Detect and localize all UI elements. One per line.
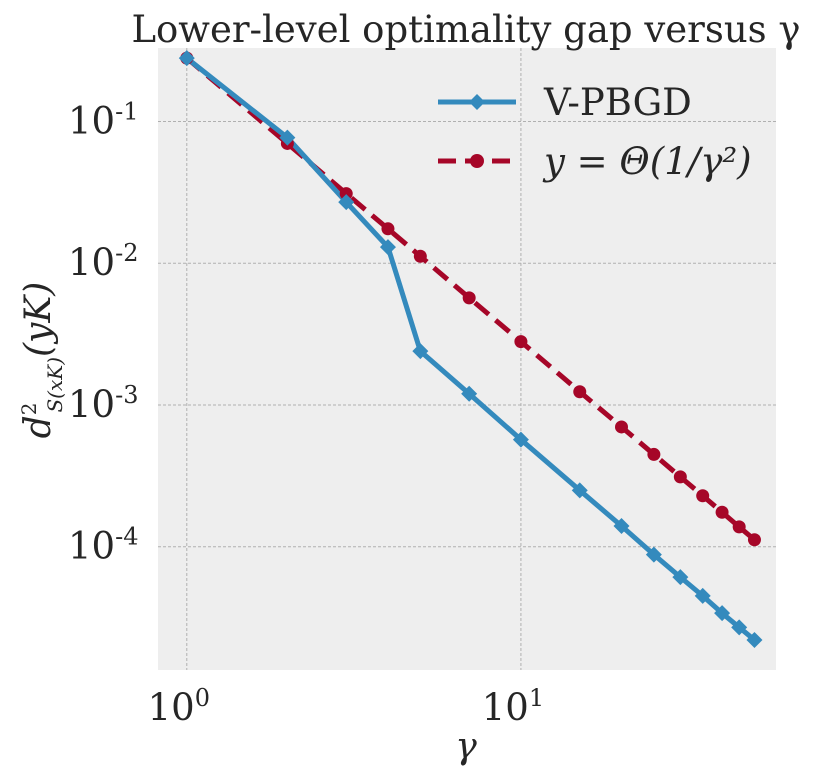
y-tick-label: 10-2: [68, 239, 138, 284]
y-tick-label: 10-1: [68, 97, 138, 142]
data-point-diamond: [694, 587, 711, 604]
data-point-diamond: [178, 50, 195, 67]
data-point-diamond: [571, 482, 588, 499]
data-point-diamond: [731, 619, 748, 636]
y-tick-exp: -1: [115, 97, 138, 125]
y-axis-label: d2 S(xK)(yK): [17, 282, 67, 439]
data-point-diamond: [279, 129, 296, 146]
data-point-circle: [514, 335, 528, 349]
data-point-diamond: [412, 343, 429, 360]
y-tick-exp: -2: [115, 239, 138, 267]
legend-marker-v-pbgd: [469, 94, 485, 110]
y-label-base: d: [18, 415, 59, 438]
legend-label-theta: y = Θ(1/γ²): [542, 140, 752, 183]
legend-label-v-pbgd: V-PBGD: [543, 81, 692, 124]
x-tick-exp: 0: [195, 684, 210, 712]
data-point-circle: [647, 447, 661, 461]
plot-area: [158, 48, 776, 670]
data-point-diamond: [645, 546, 662, 563]
y-tick-label: 10-4: [68, 523, 138, 568]
data-point-circle: [715, 505, 729, 519]
y-label-sub: S(xK): [43, 357, 67, 413]
series-markers: [178, 50, 763, 648]
y-tick-base: 10: [68, 525, 115, 568]
x-tick-base: 10: [148, 686, 195, 729]
data-point-diamond: [613, 518, 630, 535]
x-tick-exp: 1: [529, 684, 544, 712]
x-tick-label: 101: [482, 684, 544, 729]
data-point-circle: [413, 249, 427, 263]
x-tick-label: 100: [148, 684, 210, 729]
data-point-circle: [673, 470, 687, 484]
data-point-circle: [339, 187, 353, 201]
data-point-circle: [732, 520, 746, 534]
data-point-diamond: [746, 631, 763, 648]
chart-title: Lower-level optimality gap versus γ: [131, 8, 800, 51]
y-tick-base: 10: [68, 241, 115, 284]
data-point-circle: [573, 385, 587, 399]
data-point-diamond: [338, 194, 355, 211]
legend-marker-theta: [470, 154, 484, 168]
y-tick-exp: -4: [115, 523, 138, 551]
x-tick-base: 10: [482, 686, 529, 729]
y-label-sup: 2: [17, 403, 41, 416]
data-point-circle: [381, 222, 395, 236]
legend: V-PBGD y = Θ(1/γ²): [438, 81, 752, 183]
data-point-diamond: [672, 569, 689, 586]
y-tick-label: 10-3: [68, 381, 138, 426]
data-point-diamond: [379, 239, 396, 256]
y-tick-base: 10: [68, 383, 115, 426]
y-label-arg: (yK): [18, 282, 59, 357]
data-point-circle: [747, 533, 761, 547]
data-point-circle: [615, 420, 629, 434]
data-point-diamond: [512, 431, 529, 448]
y-tick-exp: -3: [115, 381, 138, 409]
data-point-diamond: [461, 385, 478, 402]
x-axis-label: γ: [455, 726, 477, 767]
y-tick-base: 10: [68, 99, 115, 142]
data-point-circle: [696, 489, 710, 503]
data-point-diamond: [714, 605, 731, 622]
data-point-circle: [462, 291, 476, 305]
svg-text:d2S(xK)(yK): d2 S(xK)(yK): [17, 282, 67, 439]
